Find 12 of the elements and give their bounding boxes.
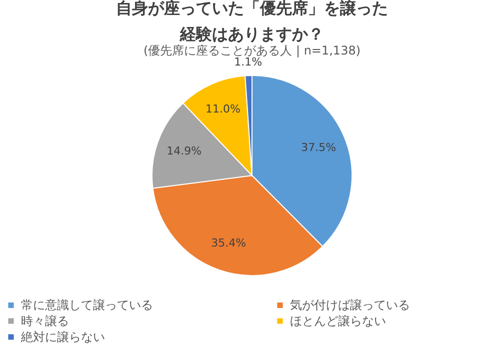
chart-title: 自身が座っていた「優先席」を譲った経験はありますか？ (116, 0, 388, 44)
data-label: 37.5% (301, 141, 336, 154)
legend-label: 気が付けば譲っている (290, 298, 410, 312)
data-label: 35.4% (211, 236, 246, 250)
chart-subtitle: (優先席に座ることがある人 | n=1,138) (143, 44, 361, 58)
legend-label: 時々譲る (21, 314, 69, 328)
data-label: 1.1% (234, 56, 262, 69)
legend-label: 絶対に譲らない (20, 330, 105, 344)
legend-label: 常に意識して譲っている (21, 298, 153, 312)
legend-label: ほとんど譲らない (290, 314, 386, 328)
data-label: 11.0% (205, 102, 240, 116)
data-label: 14.9% (166, 144, 202, 158)
